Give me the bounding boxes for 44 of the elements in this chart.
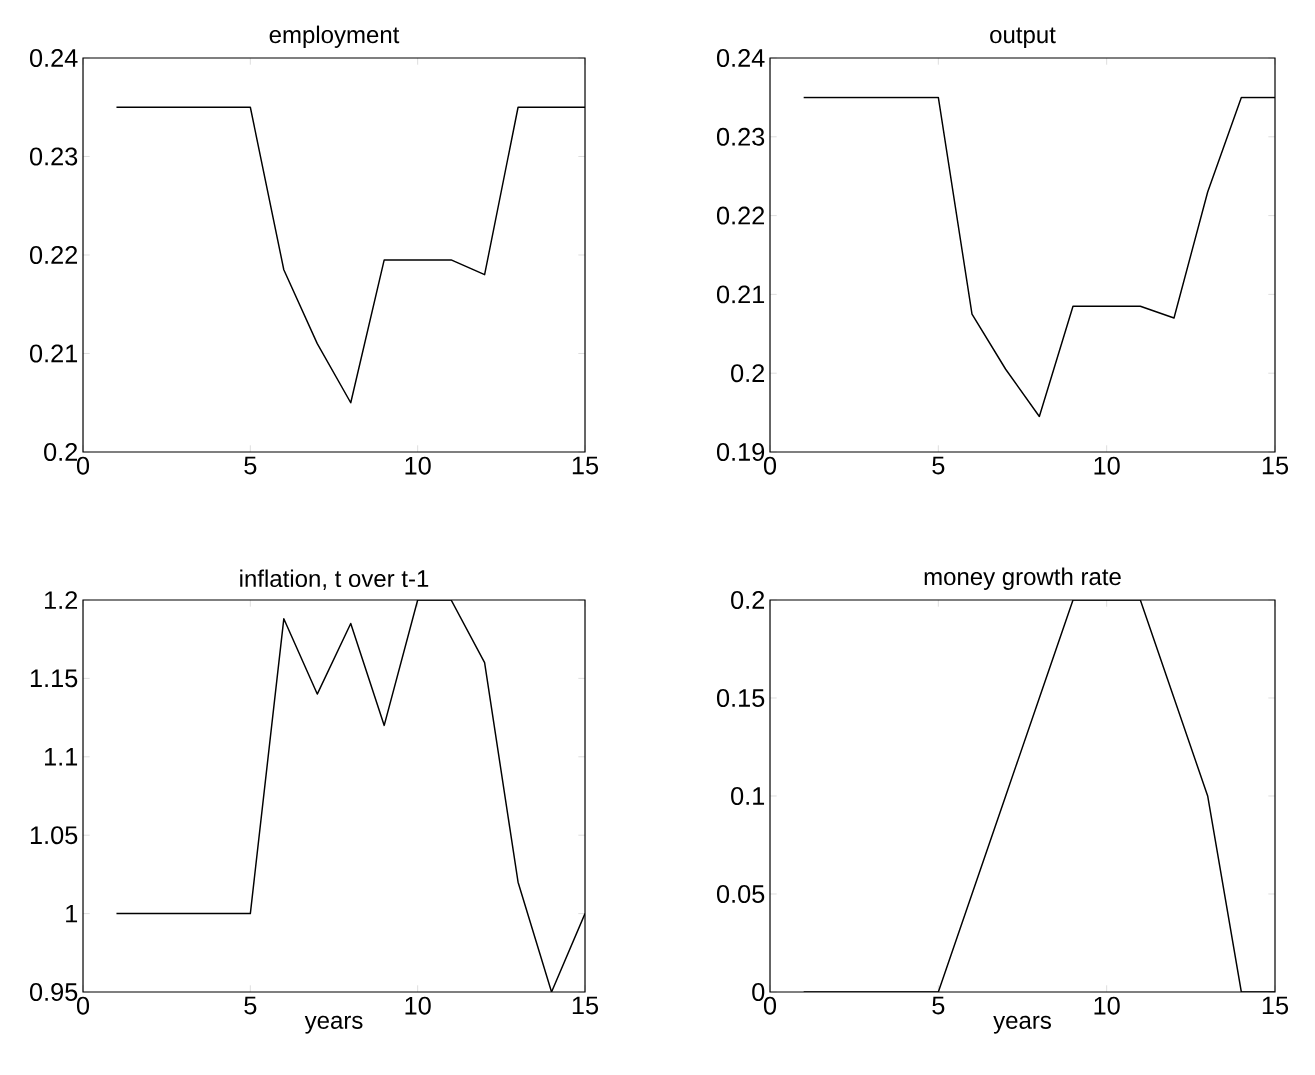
x-tick-label: 10 xyxy=(405,456,431,475)
y-tick-label: 0 xyxy=(752,983,765,1001)
x-tick-label: 5 xyxy=(244,456,257,475)
x-tick-label: 15 xyxy=(1262,996,1289,1015)
y-tick-label: 1.2 xyxy=(45,591,78,609)
y-tick-label: 0.2 xyxy=(44,443,78,461)
x-tick-label: 15 xyxy=(572,996,599,1015)
chart-title: employment xyxy=(269,25,400,48)
y-tick-label: 0.1 xyxy=(731,787,765,805)
x-tick-label: 5 xyxy=(932,996,945,1015)
x-tick-label: 0 xyxy=(76,996,90,1015)
x-tick-label: 0 xyxy=(76,456,90,475)
y-tick-label: 0.23 xyxy=(29,147,78,166)
x-axis-title: years xyxy=(993,1015,1051,1034)
y-tick-label: 0.23 xyxy=(716,127,765,146)
x-tick-label: 0 xyxy=(763,456,777,475)
y-tick-label: 0.95 xyxy=(29,983,78,1001)
chart-title: inflation, t over t-1 xyxy=(240,569,429,590)
y-tick-label: 0.21 xyxy=(29,344,78,363)
y-tick-label: 1.05 xyxy=(30,826,78,845)
y-tick-label: 0.24 xyxy=(29,49,78,67)
y-tick-label: 1.15 xyxy=(30,669,78,688)
x-tick-label: 15 xyxy=(572,456,599,475)
y-tick-label: 0.19 xyxy=(716,443,765,461)
x-tick-label: 5 xyxy=(932,456,945,475)
y-tick-label: 1 xyxy=(66,904,78,923)
x-tick-label: 10 xyxy=(405,996,431,1015)
x-axis-title: years xyxy=(304,1015,363,1034)
y-tick-label: 0.22 xyxy=(716,206,765,225)
y-tick-label: 0.22 xyxy=(29,246,78,264)
y-tick-label: 0.21 xyxy=(716,285,765,304)
x-tick-label: 10 xyxy=(1094,456,1120,475)
y-tick-label: 1.1 xyxy=(45,748,78,766)
y-tick-label: 0.05 xyxy=(716,885,765,903)
x-tick-label: 0 xyxy=(763,996,777,1015)
chart-title: output xyxy=(990,27,1056,48)
x-tick-label: 10 xyxy=(1094,996,1120,1015)
y-tick-label: 0.2 xyxy=(731,364,765,383)
x-tick-label: 15 xyxy=(1262,456,1289,475)
x-tick-label: 5 xyxy=(244,996,257,1015)
y-tick-label: 0.24 xyxy=(716,49,765,67)
chart-title: money growth rate xyxy=(924,567,1121,590)
y-tick-label: 0.15 xyxy=(716,689,765,707)
y-tick-label: 0.2 xyxy=(731,591,765,609)
